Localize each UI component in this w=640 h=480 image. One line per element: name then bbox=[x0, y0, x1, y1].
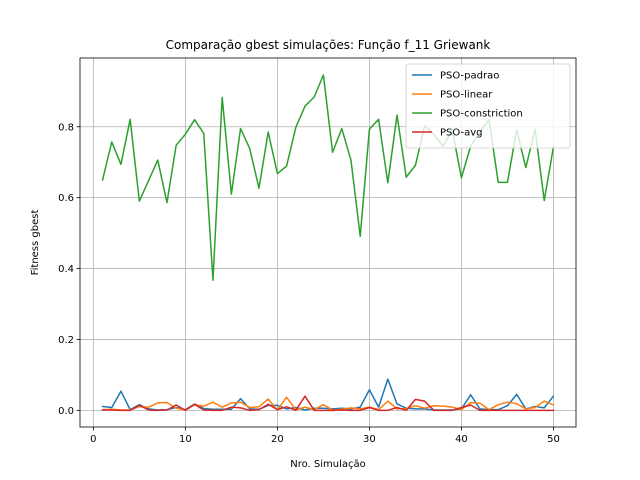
y-tick-label: 0.6 bbox=[58, 193, 74, 204]
y-tick-label: 0.2 bbox=[58, 335, 74, 346]
ticks: 0 10 20 30 40 50 0.0 0.2 0.4 0.6 0.8 bbox=[58, 122, 560, 445]
legend: PSO-padrao PSO-linear PSO-constriction PSO-… bbox=[405, 63, 571, 149]
x-tick-label: 40 bbox=[455, 434, 468, 445]
series-line-pso-linear bbox=[101, 396, 555, 411]
legend-label-pso-avg: PSO-avg bbox=[440, 128, 483, 139]
y-tick-label: 0.8 bbox=[58, 122, 74, 133]
x-tick-label: 50 bbox=[547, 434, 560, 445]
x-axis-label: Nro. Simulação bbox=[290, 459, 366, 470]
y-tick-label: 0.0 bbox=[58, 406, 74, 417]
x-tick-label: 10 bbox=[179, 434, 192, 445]
axes-frame bbox=[79, 57, 577, 428]
legend-label-pso-constriction: PSO-constriction bbox=[440, 109, 523, 120]
series-line-pso-avg bbox=[101, 395, 555, 412]
legend-label-pso-linear: PSO-linear bbox=[440, 90, 493, 101]
chart-title: Comparação gbest simulações: Função f_11… bbox=[166, 38, 491, 52]
y-axis-label: Fitness gbest bbox=[30, 210, 41, 276]
x-tick-label: 0 bbox=[90, 434, 96, 445]
y-tick-label: 0.4 bbox=[58, 264, 74, 275]
legend-label-pso-padrao: PSO-padrao bbox=[440, 71, 499, 82]
legend-box bbox=[405, 63, 571, 149]
x-tick-label: 30 bbox=[363, 434, 376, 445]
x-tick-label: 20 bbox=[271, 434, 284, 445]
